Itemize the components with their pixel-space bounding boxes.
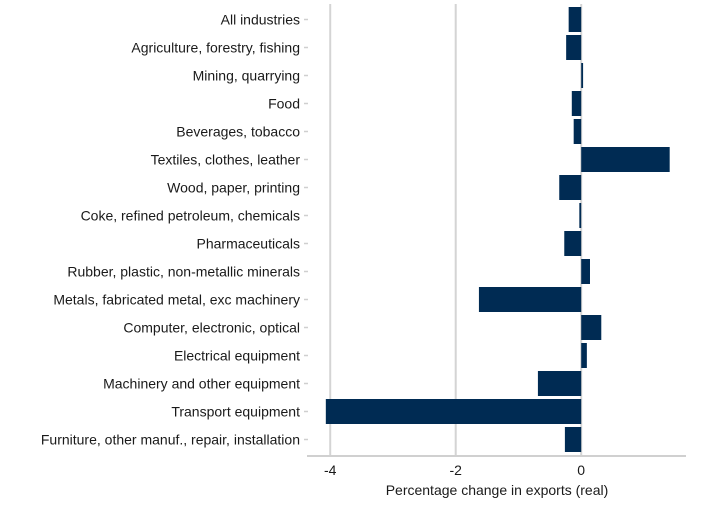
x-tick-label: -4 <box>324 462 337 478</box>
bar <box>564 427 582 452</box>
x-tick-label: 0 <box>577 462 585 478</box>
x-axis-title: Percentage change in exports (real) <box>386 482 609 498</box>
bar <box>579 203 582 228</box>
bar <box>581 63 584 88</box>
category-label: Transport equipment <box>171 404 300 420</box>
bar <box>581 147 670 172</box>
category-label: Metals, fabricated metal, exc machinery <box>53 292 300 308</box>
category-ticks <box>304 18 308 441</box>
bar <box>581 343 587 368</box>
category-label: Wood, paper, printing <box>167 180 300 196</box>
bar <box>571 91 582 116</box>
bar <box>564 231 582 256</box>
bar <box>566 35 582 60</box>
category-label: Mining, quarrying <box>193 68 300 84</box>
bar <box>559 175 582 200</box>
category-label: Coke, refined petroleum, chemicals <box>81 208 300 224</box>
category-label: Computer, electronic, optical <box>123 320 300 336</box>
category-label: Agriculture, forestry, fishing <box>131 40 300 56</box>
category-labels: All industries Agriculture, forestry, fis… <box>41 12 300 448</box>
bar <box>568 7 582 32</box>
category-label: Textiles, clothes, leather <box>151 152 301 168</box>
category-label: Beverages, tobacco <box>176 124 300 140</box>
category-label: Electrical equipment <box>174 348 300 364</box>
category-label: Rubber, plastic, non-metallic minerals <box>67 264 300 280</box>
category-label: Furniture, other manuf., repair, install… <box>41 432 300 448</box>
bar <box>581 259 590 284</box>
bar <box>478 287 582 312</box>
bar <box>573 119 582 144</box>
category-label: Machinery and other equipment <box>103 376 300 392</box>
x-tick-labels: -4 -2 0 <box>324 462 585 478</box>
x-tick-label: -2 <box>449 462 462 478</box>
bar <box>581 315 602 340</box>
bars <box>325 7 670 452</box>
category-label: All industries <box>221 12 300 28</box>
bar <box>325 399 582 424</box>
bar <box>537 371 582 396</box>
category-label: Pharmaceuticals <box>197 236 301 252</box>
category-label: Food <box>268 96 300 112</box>
